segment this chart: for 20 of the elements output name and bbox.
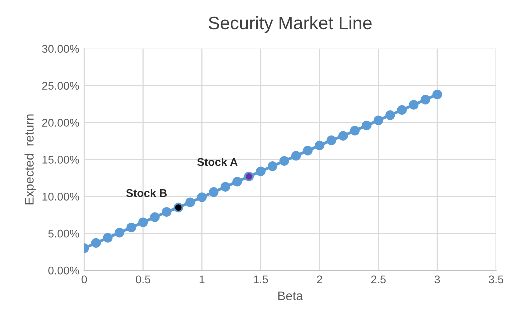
chart-title: Security Market Line: [208, 16, 372, 34]
y-tick-label: 15.00%: [42, 156, 80, 164]
x-tick-label: 1: [200, 276, 205, 284]
y-tick-label: 10.00%: [42, 192, 80, 201]
x-tick-label: 3: [434, 276, 440, 284]
annotation: Stock A: [197, 158, 238, 166]
x-tick-label: 2: [317, 276, 322, 284]
x-axis-title: Beta: [278, 292, 304, 301]
y-axis-title: Expected return: [24, 114, 36, 205]
x-tick-label: 2.5: [371, 276, 386, 284]
y-tick-label: 30.00%: [42, 45, 80, 54]
x-tick-label: 3.5: [489, 276, 504, 284]
annotation: Stock B: [126, 189, 167, 198]
y-tick-label: 0.00%: [48, 266, 80, 275]
y-tick-label: 25.00%: [42, 82, 80, 90]
x-tick-label: 0: [82, 276, 88, 284]
y-tick-label: 5.00%: [48, 230, 80, 238]
x-tick-label: 1.5: [254, 276, 268, 284]
x-tick-label: 0.5: [136, 276, 151, 284]
y-tick-label: 20.00%: [42, 119, 80, 127]
